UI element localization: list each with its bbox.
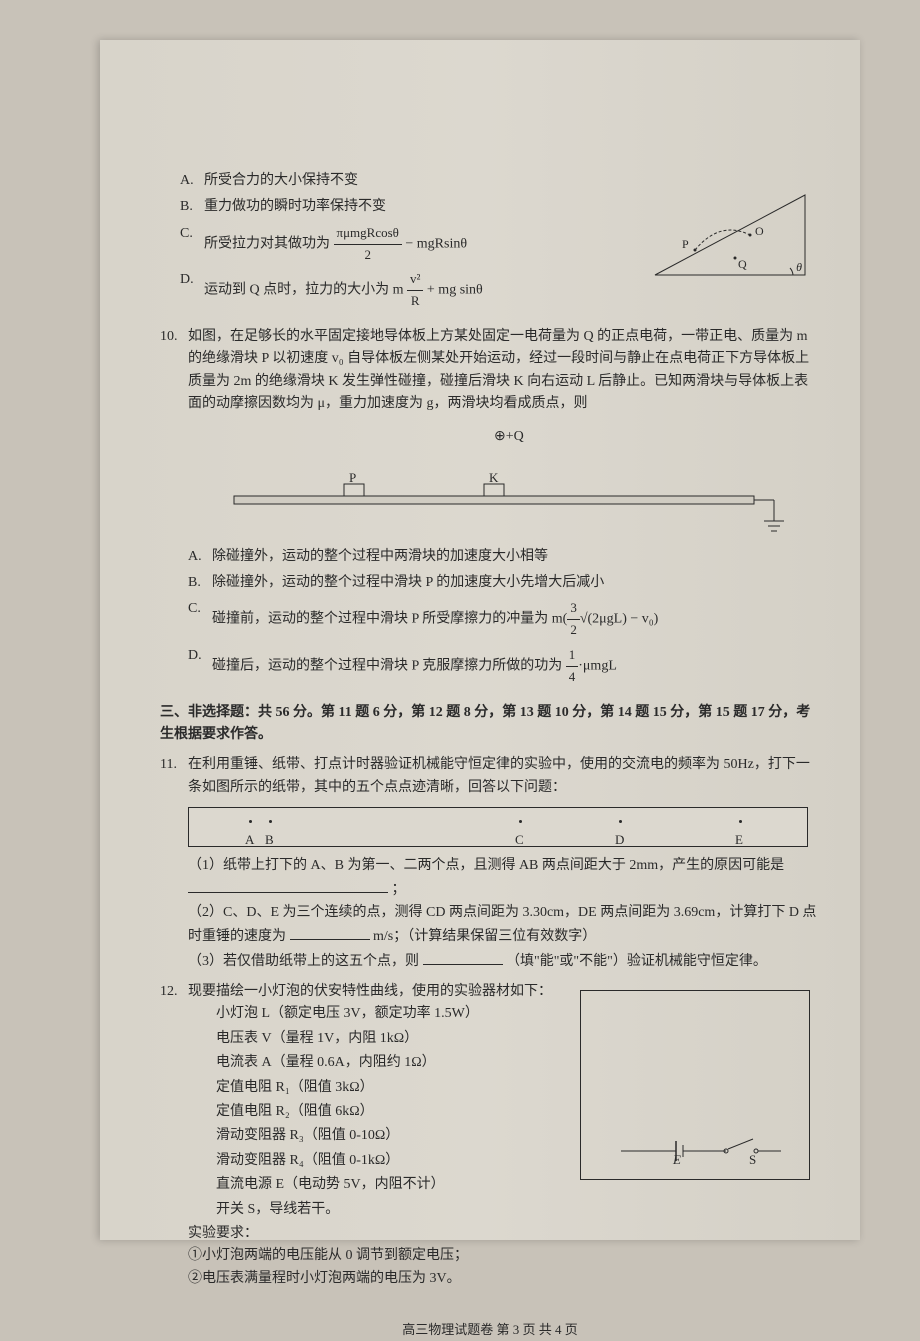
block-K-label: K — [489, 468, 498, 489]
blank-fill[interactable] — [423, 949, 503, 965]
tape-dot — [619, 820, 622, 823]
q10-optA-text: 除碰撞外，运动的整个过程中两滑块的加速度大小相等 — [212, 546, 820, 568]
q12-req2: ②电压表满量程时小灯泡两端的电压为 3V。 — [188, 1268, 608, 1290]
q10-optC-text: 碰撞前，运动的整个过程中滑块 P 所受摩擦力的冲量为 m(32√(2μgL) −… — [212, 598, 820, 641]
q12-equipment-list: 小灯泡 L（额定电压 3V，额定功率 1.5W） 电压表 V（量程 1V，内阻 1… — [216, 1003, 636, 1221]
q10-number: 10. — [160, 326, 188, 692]
tape-label: B — [265, 830, 274, 851]
equipment-item: 小灯泡 L（额定电压 3V，额定功率 1.5W） — [216, 1003, 636, 1025]
diagram-circuit-box: E S — [580, 990, 810, 1180]
fraction: πμmgRcosθ 2 — [334, 223, 402, 266]
q11-part2: （2）C、D、E 为三个连续的点，测得 CD 两点间距为 3.30cm，DE 两… — [188, 902, 820, 949]
block-P-label: P — [349, 468, 356, 489]
equipment-item: 定值电阻 R₁（阻值 3kΩ） — [216, 1077, 636, 1099]
q9-optA: A. 所受合力的大小保持不变 — [180, 170, 610, 192]
q12-req1: ①小灯泡两端的电压能从 0 调节到额定电压； — [188, 1245, 608, 1267]
tape-label: A — [245, 830, 254, 851]
diagram-charge-plate: ⊕+Q P K — [224, 426, 784, 536]
label-O: O — [755, 222, 764, 241]
q10-optB: B. 除碰撞外，运动的整个过程中滑块 P 的加速度大小先增大后减小 — [188, 572, 820, 594]
q9-optB-text: 重力做功的瞬时功率保持不变 — [204, 196, 610, 218]
q10-stem: 如图，在足够长的水平固定接地导体板上方某处固定一电荷量为 Q 的正点电荷，一带正… — [188, 326, 820, 416]
blank-fill[interactable] — [188, 877, 388, 893]
q10-optC: C. 碰撞前，运动的整个过程中滑块 P 所受摩擦力的冲量为 m(32√(2μgL… — [188, 598, 820, 641]
q10-optB-text: 除碰撞外，运动的整个过程中滑块 P 的加速度大小先增大后减小 — [212, 572, 820, 594]
equipment-item: 直流电源 E（电动势 5V，内阻不计） — [216, 1174, 636, 1196]
tape-label: C — [515, 830, 524, 851]
q9-optD-text: 运动到 Q 点时，拉力的大小为 m v² R + mg sinθ — [204, 269, 610, 312]
equipment-item: 开关 S，导线若干。 — [216, 1199, 636, 1221]
q9-options: A. 所受合力的大小保持不变 B. 重力做功的瞬时功率保持不变 C. 所受拉力对… — [160, 170, 610, 312]
tape-label: E — [735, 830, 743, 851]
q10-optD: D. 碰撞后，运动的整个过程中滑块 P 克服摩擦力所做的功为 14·μmgL — [188, 645, 820, 688]
blank-fill[interactable] — [290, 924, 370, 940]
q11-number: 11. — [160, 754, 188, 973]
label-theta: θ — [796, 258, 802, 277]
q10: 10. 如图，在足够长的水平固定接地导体板上方某处固定一电荷量为 Q 的正点电荷… — [160, 326, 820, 692]
q11-part3: （3）若仅借助纸带上的这五个点，则 （填"能"或"不能"）验证机械能守恒定律。 — [188, 949, 820, 973]
q9-optA-text: 所受合力的大小保持不变 — [204, 170, 610, 192]
tape-dot — [519, 820, 522, 823]
q11: 11. 在利用重锤、纸带、打点计时器验证机械能守恒定律的实验中，使用的交流电的频… — [160, 754, 820, 973]
label-S: S — [749, 1150, 756, 1171]
page-footer: 高三物理试题卷 第 3 页 共 4 页 — [160, 1320, 820, 1341]
q10-optA: A. 除碰撞外，运动的整个过程中两滑块的加速度大小相等 — [188, 546, 820, 568]
section3-heading: 三、非选择题：共 56 分。第 11 题 6 分，第 12 题 8 分，第 13… — [160, 702, 820, 747]
q12-number: 12. — [160, 981, 188, 1290]
equipment-item: 滑动变阻器 R₄（阻值 0-1kΩ） — [216, 1150, 636, 1172]
tape-dot — [269, 820, 272, 823]
q9-optB: B. 重力做功的瞬时功率保持不变 — [180, 196, 610, 218]
q11-stem: 在利用重锤、纸带、打点计时器验证机械能守恒定律的实验中，使用的交流电的频率为 5… — [188, 754, 820, 799]
tape-dot — [739, 820, 742, 823]
equipment-item: 电压表 V（量程 1V，内阻 1kΩ） — [216, 1028, 636, 1050]
equipment-item: 定值电阻 R₂（阻值 6kΩ） — [216, 1101, 636, 1123]
equipment-item: 滑动变阻器 R₃（阻值 0-10Ω） — [216, 1125, 636, 1147]
q11-part1: （1）纸带上打下的 A、B 为第一、二两个点，且测得 AB 两点间距大于 2mm… — [188, 855, 820, 902]
q9-optC-text: 所受拉力对其做功为 πμmgRcosθ 2 − mgRsinθ — [204, 223, 610, 266]
diagram-paper-tape: ABCDE — [188, 807, 808, 847]
equipment-item: 电流表 A（量程 0.6A，内阻约 1Ω） — [216, 1052, 636, 1074]
label-P: P — [682, 235, 689, 254]
q12-requirements-label: 实验要求： — [188, 1223, 608, 1245]
fraction: v² R — [407, 269, 423, 312]
tape-label: D — [615, 830, 624, 851]
circuit-svg — [581, 991, 809, 1179]
q9-optD: D. 运动到 Q 点时，拉力的大小为 m v² R + mg sinθ — [180, 269, 610, 312]
q10-optD-text: 碰撞后，运动的整个过程中滑块 P 克服摩擦力所做的功为 14·μmgL — [212, 645, 820, 688]
label-Q: Q — [738, 255, 747, 274]
incline-svg — [650, 180, 810, 280]
q9-optC: C. 所受拉力对其做功为 πμmgRcosθ 2 − mgRsinθ — [180, 223, 610, 266]
label-E: E — [673, 1150, 681, 1171]
plate-svg — [224, 426, 784, 536]
tape-dot — [249, 820, 252, 823]
diagram-inclined-plane: P O Q θ — [650, 180, 810, 280]
